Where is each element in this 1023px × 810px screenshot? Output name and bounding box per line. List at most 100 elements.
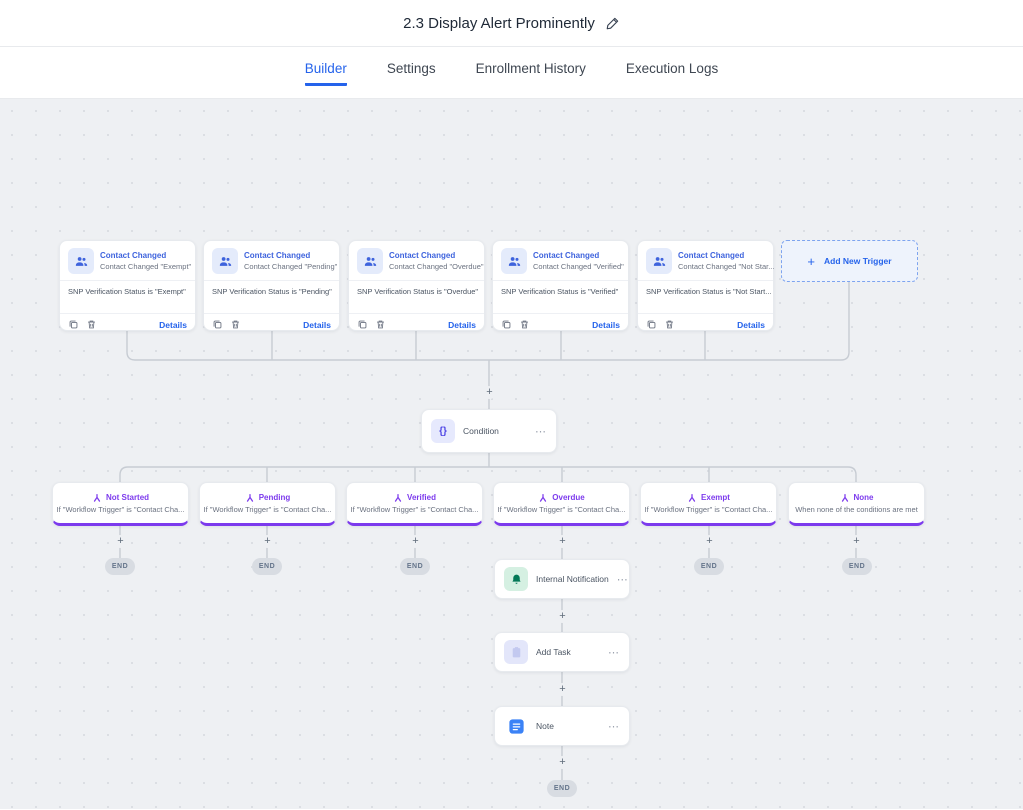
branch-description: If "Workflow Trigger" is "Contact Cha... [644, 504, 773, 514]
trigger-card-overdue[interactable]: Contact Changed Contact Changed "Overdue… [348, 240, 485, 331]
task-icon [504, 640, 528, 664]
trigger-subtitle: Contact Changed "Pending" [244, 261, 338, 271]
bell-icon [504, 567, 528, 591]
delete-icon[interactable] [519, 319, 530, 330]
trigger-condition-text: SNP Verification Status is "Pending" [204, 280, 339, 313]
insert-action-button[interactable]: + [483, 386, 496, 399]
branch-description: If "Workflow Trigger" is "Contact Cha... [203, 504, 332, 514]
branch-title: None [853, 493, 874, 502]
tab-settings[interactable]: Settings [386, 61, 436, 76]
branch-card-overdue[interactable]: Overdue If "Workflow Trigger" is "Contac… [493, 482, 630, 526]
action-label: Internal Notification [536, 574, 609, 584]
branch-card-verified[interactable]: Verified If "Workflow Trigger" is "Conta… [346, 482, 483, 526]
condition-menu-icon[interactable]: ⋯ [535, 425, 547, 438]
contacts-icon [212, 248, 238, 274]
workflow-canvas: Contact Changed Contact Changed "Exempt"… [0, 99, 1023, 809]
branch-icon [394, 493, 402, 502]
trigger-subtitle: Contact Changed "Exempt" [100, 261, 192, 271]
trigger-details-link[interactable]: Details [159, 319, 187, 330]
condition-label: Condition [463, 426, 499, 436]
duplicate-icon[interactable] [357, 319, 368, 330]
trigger-subtitle: Contact Changed "Verified" [533, 261, 624, 271]
trigger-card-exempt[interactable]: Contact Changed Contact Changed "Exempt"… [59, 240, 196, 331]
end-badge: END [694, 558, 724, 575]
note-icon [504, 714, 528, 738]
branch-icon [540, 493, 547, 502]
tab-builder[interactable]: Builder [304, 61, 347, 86]
delete-icon[interactable] [230, 319, 241, 330]
tab-enrollment-history[interactable]: Enrollment History [475, 61, 586, 76]
trigger-card-verified[interactable]: Contact Changed Contact Changed "Verifie… [492, 240, 629, 331]
duplicate-icon[interactable] [68, 319, 79, 330]
tab-execution-logs[interactable]: Execution Logs [625, 61, 719, 76]
insert-action-button[interactable]: + [409, 535, 422, 548]
branch-icon [841, 493, 848, 502]
duplicate-icon[interactable] [212, 319, 223, 330]
contacts-icon [68, 248, 94, 274]
branch-title: Verified [407, 493, 436, 502]
add-new-trigger-button[interactable]: + Add New Trigger [781, 240, 918, 282]
branch-card-not-started[interactable]: Not Started If "Workflow Trigger" is "Co… [52, 482, 189, 526]
delete-icon[interactable] [86, 319, 97, 330]
branch-icon [688, 493, 696, 502]
insert-action-button[interactable]: + [556, 756, 569, 769]
insert-action-button[interactable]: + [114, 535, 127, 548]
branch-card-exempt[interactable]: Exempt If "Workflow Trigger" is "Contact… [640, 482, 777, 526]
end-badge: END [105, 558, 135, 575]
branch-description: If "Workflow Trigger" is "Contact Cha... [350, 504, 479, 514]
contacts-icon [646, 248, 672, 274]
branch-title: Exempt [701, 493, 730, 502]
insert-action-button[interactable]: + [556, 610, 569, 623]
end-badge: END [842, 558, 872, 575]
trigger-condition-text: SNP Verification Status is "Not Start... [638, 280, 773, 313]
action-menu-icon[interactable]: ⋯ [608, 646, 620, 659]
branch-description: If "Workflow Trigger" is "Contact Cha... [497, 504, 626, 514]
trigger-details-link[interactable]: Details [448, 319, 476, 330]
insert-action-button[interactable]: + [556, 683, 569, 696]
branch-title: Not Started [105, 493, 150, 502]
note-node[interactable]: Note ⋯ [494, 706, 630, 746]
action-label: Note [536, 721, 554, 731]
internal-notification-node[interactable]: Internal Notification ⋯ [494, 559, 630, 599]
add-task-node[interactable]: Add Task ⋯ [494, 632, 630, 672]
branch-description: If "Workflow Trigger" is "Contact Cha... [56, 504, 185, 514]
end-badge: END [252, 558, 282, 575]
trigger-subtitle: Contact Changed "Overdue" [389, 261, 484, 271]
add-new-trigger-label: Add New Trigger [824, 256, 892, 266]
trigger-details-link[interactable]: Details [737, 319, 765, 330]
duplicate-icon[interactable] [501, 319, 512, 330]
condition-braces-icon: {} [431, 419, 455, 443]
insert-action-button[interactable]: + [703, 535, 716, 548]
page-header: 2.3 Display Alert Prominently [0, 0, 1023, 47]
trigger-title: Contact Changed [100, 250, 167, 260]
trigger-condition-text: SNP Verification Status is "Overdue" [349, 280, 484, 313]
trigger-title: Contact Changed [389, 250, 456, 260]
trigger-details-link[interactable]: Details [592, 319, 620, 330]
branch-title: Pending [258, 493, 291, 502]
trigger-condition-text: SNP Verification Status is "Exempt" [60, 280, 195, 313]
insert-action-button[interactable]: + [261, 535, 274, 548]
trigger-details-link[interactable]: Details [303, 319, 331, 330]
delete-icon[interactable] [375, 319, 386, 330]
branch-description: When none of the conditions are met [795, 504, 918, 514]
trigger-card-not-started[interactable]: Contact Changed Contact Changed "Not Sta… [637, 240, 774, 331]
branch-title: Overdue [552, 493, 585, 502]
branch-card-pending[interactable]: Pending If "Workflow Trigger" is "Contac… [199, 482, 336, 526]
insert-action-button[interactable]: + [556, 535, 569, 548]
branch-card-none[interactable]: None When none of the conditions are met [788, 482, 925, 526]
condition-node[interactable]: {} Condition ⋯ [421, 409, 557, 453]
contacts-icon [357, 248, 383, 274]
trigger-title: Contact Changed [533, 250, 600, 260]
connector-lines [119, 282, 857, 780]
edit-title-icon[interactable] [605, 16, 620, 31]
branch-icon [246, 493, 253, 502]
action-menu-icon[interactable]: ⋯ [616, 573, 629, 586]
insert-action-button[interactable]: + [850, 535, 863, 548]
trigger-card-pending[interactable]: Contact Changed Contact Changed "Pending… [203, 240, 340, 331]
trigger-subtitle: Contact Changed "Not Star... [678, 261, 774, 271]
trigger-condition-text: SNP Verification Status is "Verified" [493, 280, 628, 313]
action-label: Add Task [536, 647, 571, 657]
delete-icon[interactable] [664, 319, 675, 330]
duplicate-icon[interactable] [646, 319, 657, 330]
action-menu-icon[interactable]: ⋯ [608, 720, 620, 733]
